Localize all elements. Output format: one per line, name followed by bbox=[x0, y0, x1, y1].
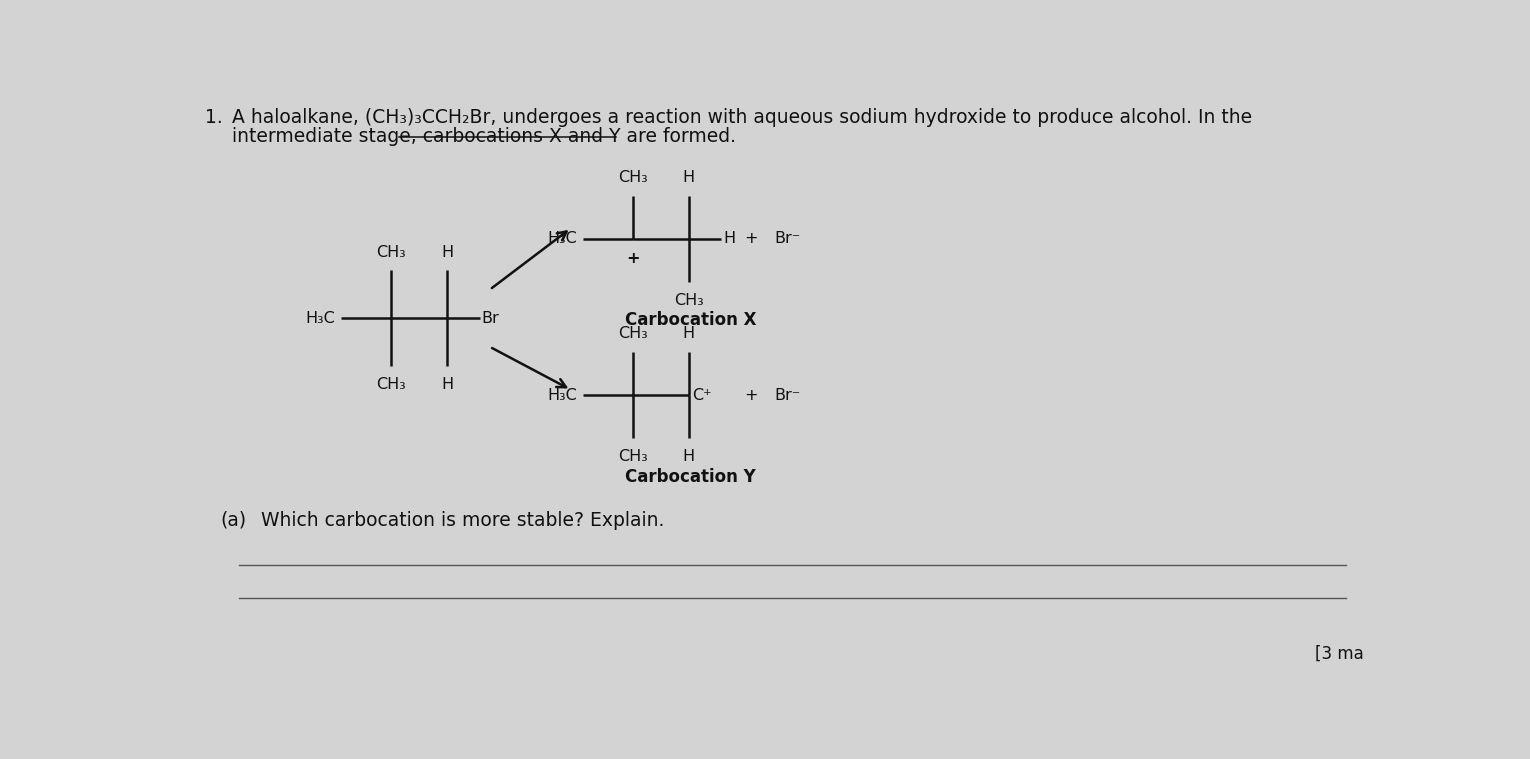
Text: H₃C: H₃C bbox=[548, 231, 577, 247]
Text: Br⁻: Br⁻ bbox=[774, 388, 800, 403]
Text: CH₃: CH₃ bbox=[618, 170, 647, 185]
Text: H: H bbox=[682, 170, 695, 185]
Text: CH₃: CH₃ bbox=[376, 244, 405, 260]
Text: Carbocation Y: Carbocation Y bbox=[626, 468, 756, 486]
Text: H: H bbox=[441, 376, 453, 392]
Text: (a): (a) bbox=[220, 511, 246, 530]
Text: Which carbocation is more stable? Explain.: Which carbocation is more stable? Explai… bbox=[262, 511, 664, 530]
Text: CH₃: CH₃ bbox=[376, 376, 405, 392]
Text: +: + bbox=[744, 388, 757, 403]
Text: [3 ma: [3 ma bbox=[1314, 644, 1363, 663]
Text: Carbocation X: Carbocation X bbox=[626, 311, 757, 329]
Text: Br: Br bbox=[480, 310, 499, 326]
Text: +: + bbox=[744, 231, 757, 247]
Text: H₃C: H₃C bbox=[306, 310, 335, 326]
Text: Br⁻: Br⁻ bbox=[774, 231, 800, 247]
Text: C⁺: C⁺ bbox=[692, 388, 711, 403]
Text: +: + bbox=[626, 251, 640, 266]
Text: CH₃: CH₃ bbox=[618, 326, 647, 342]
Text: 1.: 1. bbox=[205, 108, 223, 127]
Text: H: H bbox=[441, 244, 453, 260]
Text: CH₃: CH₃ bbox=[618, 449, 647, 465]
Text: intermediate stage, carbocations X and Y are formed.: intermediate stage, carbocations X and Y… bbox=[231, 127, 736, 146]
Text: CH₃: CH₃ bbox=[673, 293, 704, 308]
Text: H: H bbox=[722, 231, 734, 247]
Text: H: H bbox=[682, 326, 695, 342]
Text: H: H bbox=[682, 449, 695, 465]
Text: A haloalkane, (CH₃)₃CCH₂Br, undergoes a reaction with aqueous sodium hydroxide t: A haloalkane, (CH₃)₃CCH₂Br, undergoes a … bbox=[231, 108, 1252, 127]
Text: H₃C: H₃C bbox=[548, 388, 577, 403]
